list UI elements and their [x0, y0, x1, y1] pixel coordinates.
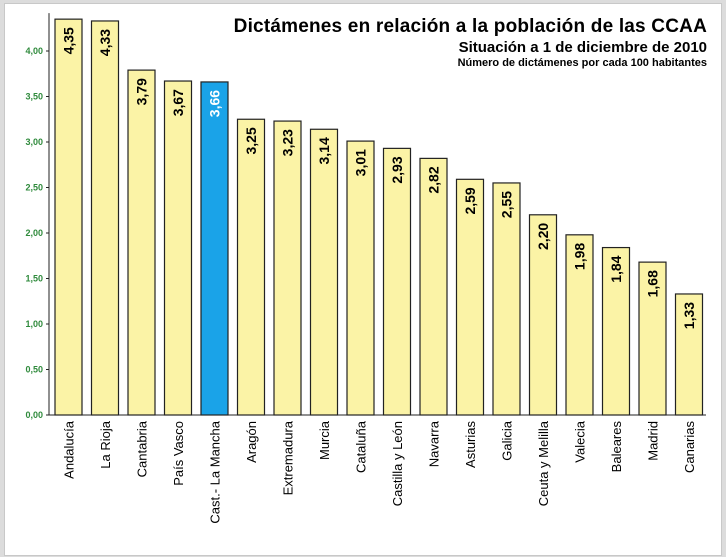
bar-value-label: 3,23 — [280, 129, 296, 156]
bar — [455, 178, 485, 416]
bar — [309, 128, 339, 416]
y-tick-label: 4,00 — [25, 46, 43, 56]
title-block: Dictámenes en relación a la población de… — [234, 16, 707, 69]
bar — [127, 69, 156, 416]
bar-value-label: 1,98 — [572, 243, 588, 270]
bar — [419, 157, 448, 416]
x-category-label: Castilla y León — [390, 421, 405, 506]
bar — [565, 234, 594, 416]
y-tick-label: 0,50 — [25, 365, 43, 375]
bar — [492, 182, 521, 416]
bar — [528, 214, 558, 416]
chart-frame: 0,00 0,50 1,00 1,50 2,00 2,50 3,00 3,50 4,00 4,3… — [4, 3, 722, 556]
y-tick-label: 2,00 — [25, 228, 43, 238]
bar — [273, 120, 302, 416]
bar — [638, 261, 667, 416]
bar-value-label: 2,93 — [389, 156, 405, 183]
bar-value-label: 2,20 — [535, 223, 551, 250]
y-tick-label: 2,50 — [25, 183, 43, 193]
x-category-label: Andalucía — [62, 420, 77, 479]
bar-value-label: 1,84 — [608, 255, 624, 282]
x-category-label: Baleares — [609, 421, 624, 473]
x-category-label: Cantabria — [135, 420, 150, 477]
x-category-label: Aragón — [244, 421, 259, 463]
bar-value-label: 4,35 — [61, 27, 77, 54]
bar-value-label: 2,82 — [426, 166, 442, 193]
x-category-label: Asturias — [463, 421, 478, 468]
x-category-label: Cataluña — [354, 420, 369, 473]
bar-value-label: 3,67 — [170, 89, 186, 116]
x-category-label: Cast.- La Mancha — [208, 420, 223, 523]
x-category-label: País Vasco — [171, 421, 186, 486]
bar-value-label: 1,68 — [645, 270, 661, 297]
y-tick-label: 1,50 — [25, 274, 43, 284]
bar — [54, 18, 83, 416]
bar — [90, 20, 120, 416]
bar-chart: 0,00 0,50 1,00 1,50 2,00 2,50 3,00 3,50 4,00 4,3… — [25, 13, 706, 524]
x-axis-labels: Andalucía La Rioja Cantabria País Vasco Cast… — [62, 420, 698, 523]
bar-value-label: 1,33 — [681, 302, 697, 329]
bar-value-label: 2,59 — [462, 187, 478, 214]
y-tick-label: 0,00 — [25, 410, 43, 420]
bar-value-label: 3,01 — [353, 149, 369, 176]
y-tick-label: 3,50 — [25, 92, 43, 102]
x-category-label: La Rioja — [98, 420, 113, 468]
x-category-label: Extremadura — [281, 420, 296, 495]
y-tick-label: 3,00 — [25, 137, 43, 147]
chart-subtitle: Situación a 1 de diciembre de 2010 — [458, 39, 707, 56]
bar — [163, 80, 193, 416]
bar-value-label: 3,14 — [316, 137, 332, 164]
y-axis: 0,00 0,50 1,00 1,50 2,00 2,50 3,00 3,50 4,00 — [25, 13, 706, 420]
chart-note: Número de dictámenes por cada 100 habita… — [457, 57, 707, 69]
bar-value-label: 3,79 — [134, 78, 150, 105]
bar — [382, 147, 412, 416]
y-tick-label: 1,00 — [25, 319, 43, 329]
x-category-label: Ceuta y Melilla — [536, 420, 551, 506]
x-category-label: Valecia — [573, 420, 588, 462]
bar — [200, 81, 229, 416]
chart-title: Dictámenes en relación a la población de… — [233, 16, 707, 37]
bar-value-label: 4,33 — [97, 29, 113, 56]
bar-value-label: 2,55 — [499, 191, 515, 218]
bar-value-label: 3,25 — [243, 127, 259, 154]
x-category-label: Madrid — [646, 421, 661, 461]
bar-value-label: 3,66 — [207, 90, 223, 117]
bars: 4,35 4,33 3,79 3,67 3,66 3,25 3,23 3,14 3,01 2,93… — [54, 18, 704, 416]
x-category-label: Canarias — [682, 421, 697, 474]
bar — [346, 140, 375, 416]
bar — [236, 118, 266, 416]
bar — [674, 293, 704, 416]
x-category-label: Murcia — [317, 420, 332, 460]
bar — [601, 246, 631, 416]
x-category-label: Galicia — [500, 420, 515, 461]
x-category-label: Navarra — [427, 420, 442, 467]
